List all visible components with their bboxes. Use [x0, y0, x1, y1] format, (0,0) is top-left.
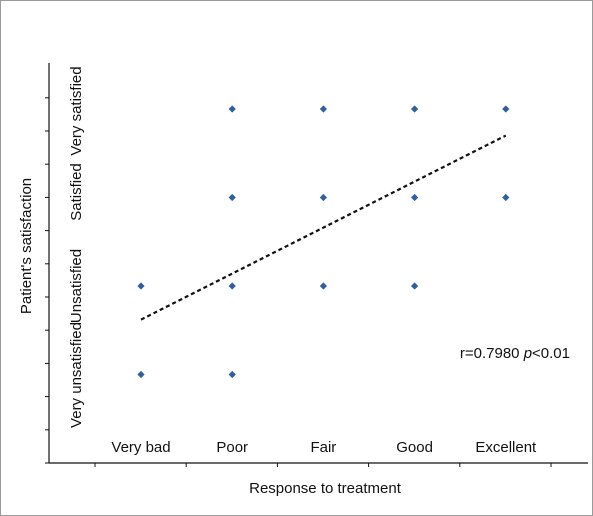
- x-tick-label: Poor: [216, 439, 248, 456]
- data-points: [137, 105, 510, 379]
- data-point: [228, 370, 236, 379]
- x-tick-labels: Very bad Poor Fair Good Excellent: [111, 439, 537, 456]
- y-axis-label: Patient's satisfaction: [18, 178, 35, 314]
- data-point: [411, 105, 419, 113]
- p-symbol: p: [523, 345, 532, 362]
- trendline-group: [140, 134, 507, 321]
- y-tick-label: Very unsatisfied: [68, 322, 85, 428]
- x-tick-label: Fair: [310, 439, 336, 456]
- data-point: [319, 105, 327, 113]
- x-tick-label: Very bad: [111, 439, 170, 456]
- trendline: [140, 134, 507, 321]
- data-point: [137, 282, 145, 290]
- x-tick-label: Good: [396, 439, 433, 456]
- data-point: [502, 105, 510, 113]
- data-point: [228, 193, 236, 202]
- y-tick-label: Unsatisfied: [68, 249, 85, 323]
- y-tick-label: Satisfied: [68, 163, 85, 221]
- axes: [45, 63, 588, 467]
- data-point: [228, 282, 236, 290]
- data-point: [319, 193, 327, 202]
- y-tick-label: Very satisfied: [68, 66, 85, 155]
- data-point: [502, 193, 510, 202]
- data-point: [228, 105, 236, 113]
- p-value-text: <0.01: [532, 345, 570, 362]
- data-point: [411, 193, 419, 202]
- correlation-annotation: r=0.7980 p<0.01: [460, 345, 570, 362]
- data-point: [411, 282, 419, 290]
- data-point: [319, 282, 327, 290]
- x-tick-label: Excellent: [475, 439, 537, 456]
- x-axis-label: Response to treatment: [249, 480, 402, 497]
- data-point: [137, 370, 145, 379]
- r-value-text: r=0.7980: [460, 345, 524, 362]
